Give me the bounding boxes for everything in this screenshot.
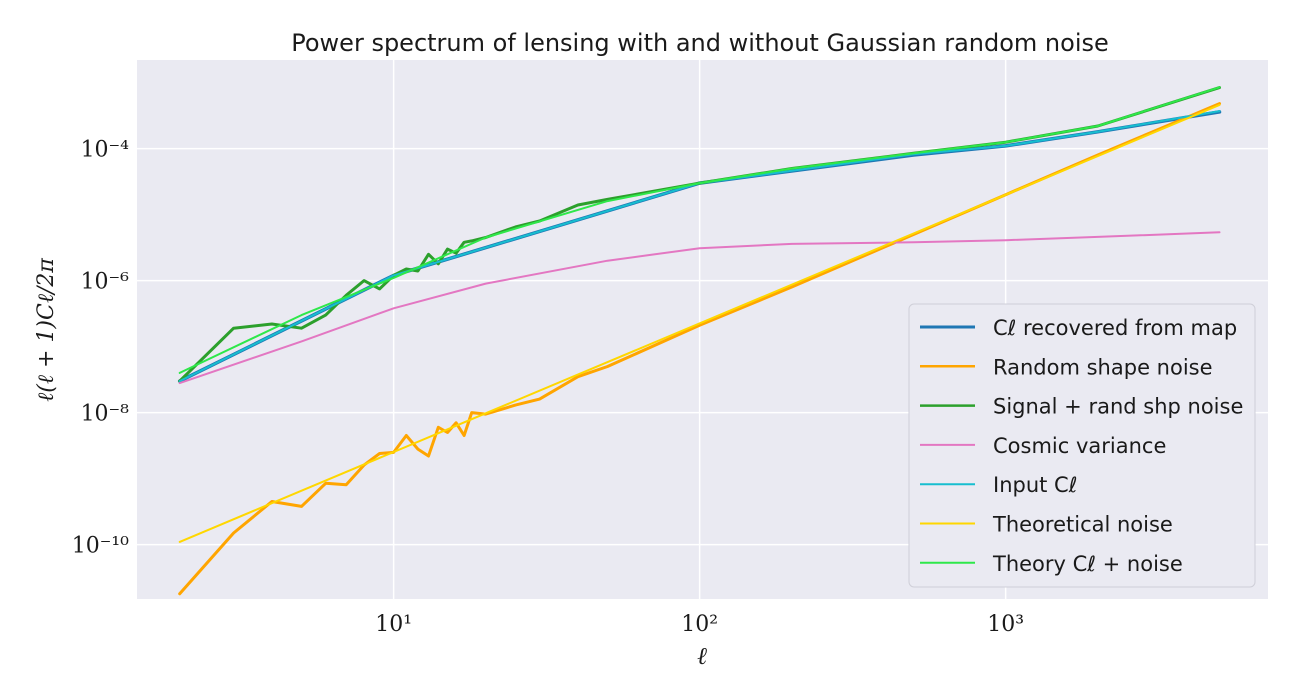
y-tick-label: 10⁻¹⁰ (72, 534, 129, 559)
series-line-cosmic-variance (178, 231, 1221, 385)
series-line-theoretical-noise (178, 103, 1221, 543)
legend-label: Signal + rand shp noise (993, 395, 1243, 419)
y-tick-label: 10⁻⁶ (81, 270, 130, 295)
legend-label: Theory Cℓ + noise (992, 552, 1183, 576)
y-axis-ticks: 10⁻¹⁰ 10⁻⁸ 10⁻⁶ 10⁻⁴ (72, 138, 129, 559)
legend-label: Input Cℓ (993, 473, 1077, 497)
legend-label: Cℓ recovered from map (993, 316, 1237, 340)
x-tick-label: 10² (681, 612, 718, 637)
y-tick-label: 10⁻⁴ (81, 138, 130, 163)
legend-label: Theoretical noise (992, 513, 1173, 537)
legend-label: Cosmic variance (993, 434, 1166, 458)
y-axis-label: ℓ(ℓ + 1)Cℓ/2π (34, 258, 59, 402)
legend-label: Random shape noise (993, 355, 1213, 379)
series-layer (177, 86, 1222, 596)
legend-box (908, 303, 1256, 588)
legend: Cℓ recovered from map Random shape noise S… (908, 303, 1256, 588)
x-tick-label: 10³ (987, 612, 1024, 637)
x-axis-ticks: 10¹ 10² 10³ (375, 612, 1024, 637)
x-tick-label: 10¹ (375, 612, 412, 637)
series-line-theory-c-noise (178, 86, 1221, 374)
chart-title: Power spectrum of lensing with and witho… (291, 29, 1109, 57)
x-axis-label: ℓ (697, 642, 707, 670)
y-tick-label: 10⁻⁸ (81, 402, 130, 427)
